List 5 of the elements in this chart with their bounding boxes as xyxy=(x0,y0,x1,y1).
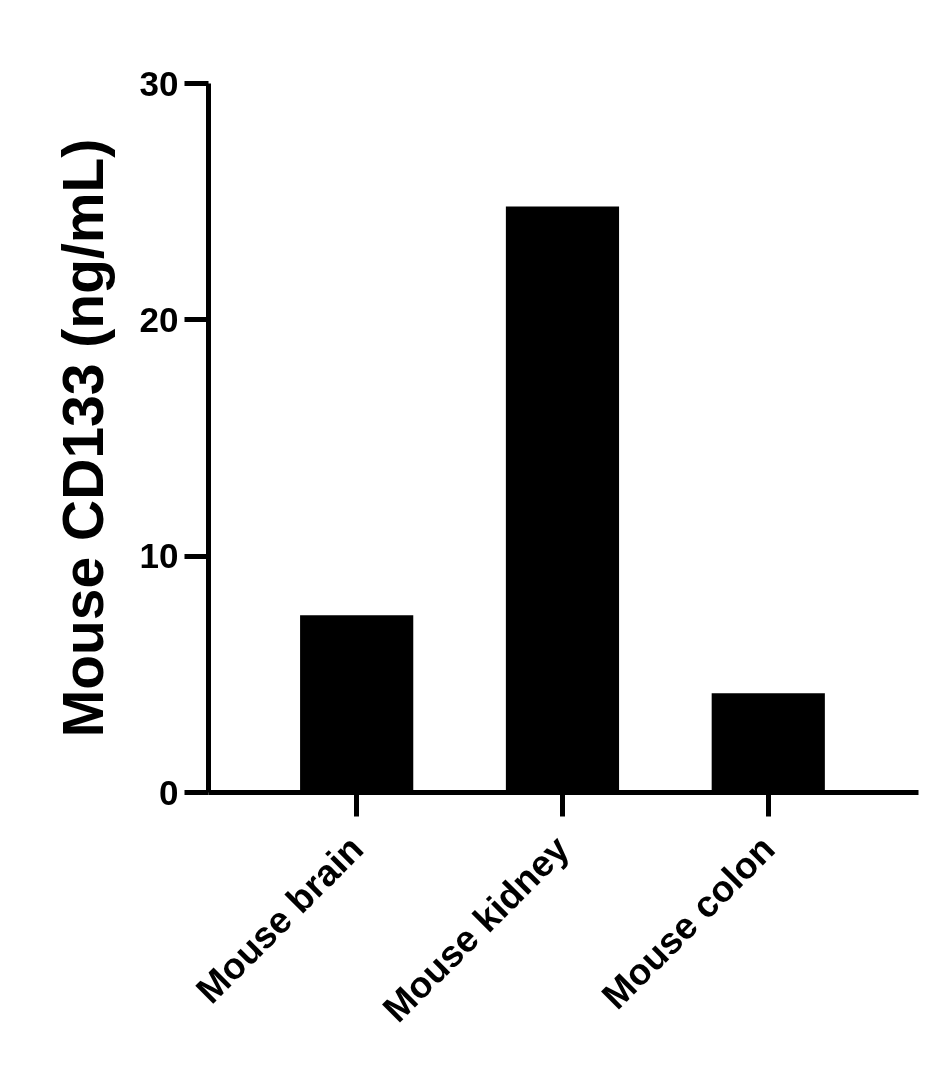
y-tick-label: 0 xyxy=(159,772,179,812)
y-tick-label: 30 xyxy=(139,63,179,103)
y-tick-label: 20 xyxy=(139,299,179,339)
y-tick-label: 10 xyxy=(139,536,179,576)
y-axis-title: Mouse CD133 (ng/mL) xyxy=(50,138,115,738)
